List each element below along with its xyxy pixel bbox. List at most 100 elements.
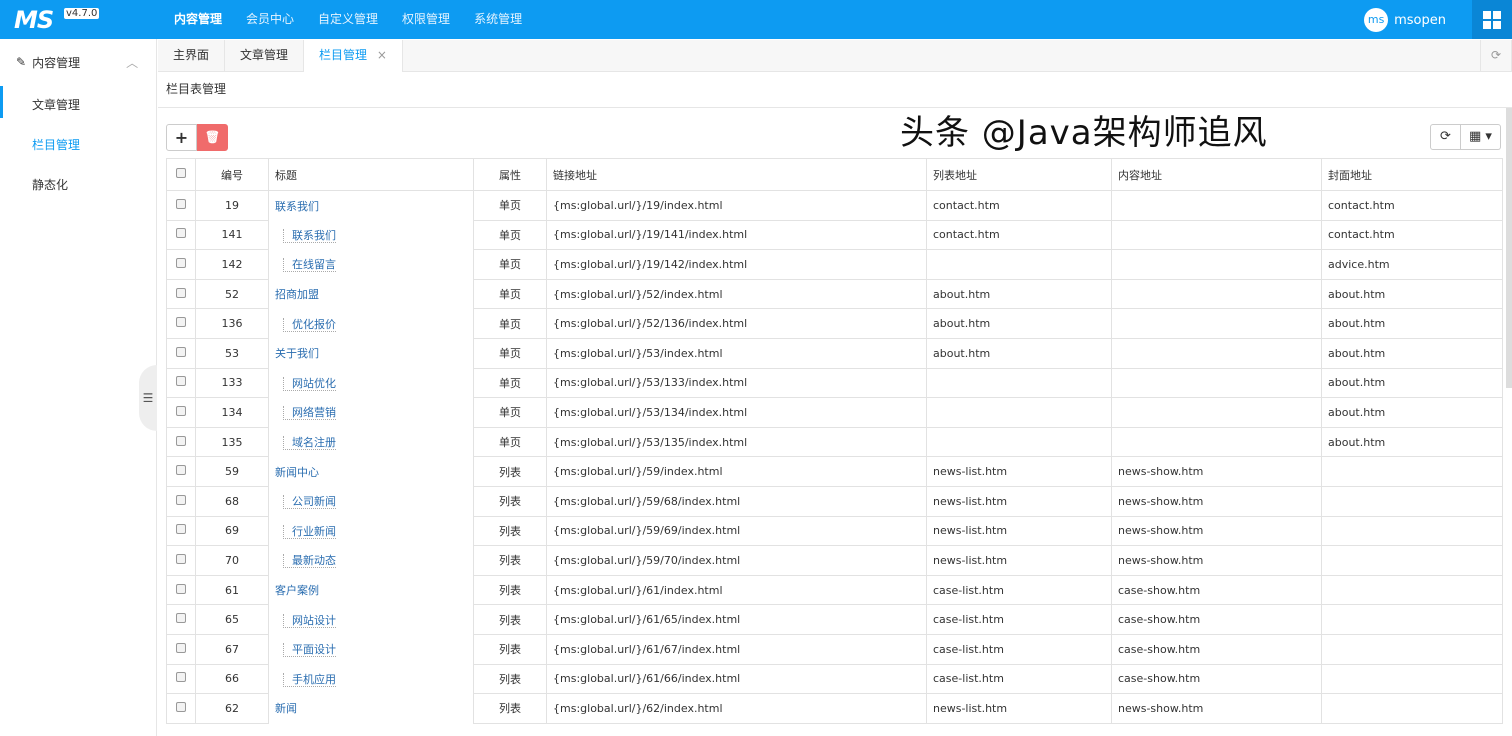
row-checkbox[interactable] [166,604,196,635]
sidebar-item-static[interactable]: 静态化 [32,178,69,192]
col-type[interactable]: 属性 [473,158,547,191]
cell-content: news-show.htm [1111,515,1322,547]
title-link[interactable]: 最新动态 [283,554,336,569]
refresh-button[interactable]: ⟳ [1430,124,1461,150]
row-checkbox[interactable] [166,219,196,251]
tab-articles[interactable]: 文章管理 [225,40,305,71]
row-checkbox[interactable] [166,367,196,399]
table-row[interactable]: 141 联系我们 单页 {ms:global.url/}/19/141/inde… [166,219,1503,251]
select-all-checkbox[interactable] [166,158,196,191]
table-row[interactable]: 52 招商加盟 单页 {ms:global.url/}/52/index.htm… [166,278,1503,310]
tab-columns[interactable]: 栏目管理 × [304,40,403,72]
sidebar-item-articles[interactable]: 文章管理 [32,98,81,112]
table-row[interactable]: 133 网站优化 单页 {ms:global.url/}/53/133/inde… [166,367,1503,399]
title-link[interactable]: 招商加盟 [275,288,319,302]
table-row[interactable]: 142 在线留言 单页 {ms:global.url/}/19/142/inde… [166,249,1503,280]
table-row[interactable]: 67 平面设计 列表 {ms:global.url/}/61/67/index.… [166,633,1503,665]
nav-custom[interactable]: 自定义管理 [318,12,379,26]
table-row[interactable]: 135 域名注册 单页 {ms:global.url/}/53/135/inde… [166,426,1503,458]
refresh-tab-button[interactable]: ⟳ [1480,40,1512,71]
cell-list: about.htm [926,337,1112,369]
cell-content: case-show.htm [1111,633,1322,665]
table-row[interactable]: 136 优化报价 单页 {ms:global.url/}/52/136/inde… [166,308,1503,339]
table-row[interactable]: 69 行业新闻 列表 {ms:global.url/}/59/69/index.… [166,515,1503,547]
table-row[interactable]: 68 公司新闻 列表 {ms:global.url/}/59/68/index.… [166,485,1503,517]
cell-title: 网络营销 [268,397,474,428]
cell-title: 新闻中心 [268,456,474,487]
avatar: ms [1364,8,1389,32]
row-checkbox[interactable] [166,337,196,369]
title-link[interactable]: 行业新闻 [283,524,336,539]
table-row[interactable]: 66 手机应用 列表 {ms:global.url/}/61/66/index.… [166,663,1503,695]
table-row[interactable]: 19 联系我们 单页 {ms:global.url/}/19/index.htm… [166,190,1503,221]
row-checkbox[interactable] [166,308,196,339]
col-cover[interactable]: 封面地址 [1321,158,1503,191]
row-checkbox[interactable] [166,663,196,695]
col-list[interactable]: 列表地址 [926,158,1112,191]
row-checkbox[interactable] [166,633,196,665]
title-link[interactable]: 联系我们 [275,199,319,213]
row-checkbox[interactable] [166,574,196,606]
nav-system[interactable]: 系统管理 [474,12,523,26]
nav-members[interactable]: 会员中心 [246,12,295,26]
nav-permissions[interactable]: 权限管理 [402,12,451,26]
sidebar-item-columns[interactable]: 栏目管理 [32,138,81,152]
col-title[interactable]: 标题 [268,158,474,191]
sidebar-group-label: 内容管理 [32,55,81,70]
cell-title: 优化报价 [268,308,474,339]
table-row[interactable]: 59 新闻中心 列表 {ms:global.url/}/59/index.htm… [166,456,1503,487]
add-button[interactable]: + [166,124,197,151]
sidebar-group-content[interactable]: ✎ 内容管理 ︿ [0,39,156,85]
cell-content: news-show.htm [1111,485,1322,517]
nav-content[interactable]: 内容管理 [174,12,223,26]
user-menu[interactable]: ms msopen [1364,8,1446,32]
cell-id: 133 [195,367,269,399]
cell-type: 单页 [473,249,547,280]
row-checkbox[interactable] [166,693,196,724]
title-link[interactable]: 关于我们 [275,347,319,361]
title-link[interactable]: 新闻 [275,702,297,716]
table-row[interactable]: 53 关于我们 单页 {ms:global.url/}/53/index.htm… [166,337,1503,369]
scrollbar[interactable] [1506,108,1512,388]
columns-toggle-button[interactable]: ▦ ▾ [1461,124,1501,150]
cell-cover [1321,633,1503,665]
apps-grid-button[interactable] [1472,0,1512,39]
row-checkbox[interactable] [166,485,196,517]
row-checkbox[interactable] [166,249,196,280]
title-link[interactable]: 联系我们 [283,228,336,243]
table-row[interactable]: 134 网络营销 单页 {ms:global.url/}/53/134/inde… [166,397,1503,428]
close-icon[interactable]: × [376,48,387,62]
title-link[interactable]: 新闻中心 [275,465,319,479]
row-checkbox[interactable] [166,190,196,221]
col-link[interactable]: 链接地址 [546,158,927,191]
title-link[interactable]: 网站设计 [283,613,336,628]
row-checkbox[interactable] [166,515,196,547]
delete-button[interactable]: 🗑 [197,124,228,151]
row-checkbox[interactable] [166,545,196,576]
title-link[interactable]: 域名注册 [283,436,336,451]
table-row[interactable]: 70 最新动态 列表 {ms:global.url/}/59/70/index.… [166,545,1503,576]
title-link[interactable]: 网络营销 [283,406,336,421]
cell-title: 网站优化 [268,368,474,398]
row-checkbox[interactable] [166,426,196,458]
row-checkbox[interactable] [166,278,196,310]
title-link[interactable]: 公司新闻 [283,495,336,510]
row-checkbox[interactable] [166,456,196,487]
row-checkbox[interactable] [166,397,196,428]
table-row[interactable]: 61 客户案例 列表 {ms:global.url/}/61/index.htm… [166,574,1503,606]
title-link[interactable]: 客户案例 [275,584,319,598]
title-link[interactable]: 平面设计 [283,643,336,658]
col-content[interactable]: 内容地址 [1111,158,1322,191]
cell-content: case-show.htm [1111,574,1322,606]
tab-home[interactable]: 主界面 [158,40,226,71]
table-row[interactable]: 62 新闻 列表 {ms:global.url/}/62/index.html … [166,693,1503,724]
col-id[interactable]: 编号 [195,158,269,191]
title-link[interactable]: 手机应用 [283,672,336,687]
title-link[interactable]: 在线留言 [283,258,336,273]
collapse-sidebar-button[interactable]: ☰ [139,365,157,431]
table-row[interactable]: 65 网站设计 列表 {ms:global.url/}/61/65/index.… [166,604,1503,635]
table-tools: ⟳ ▦ ▾ [1430,124,1501,150]
title-link[interactable]: 网站优化 [283,376,336,391]
cell-type: 列表 [473,574,547,606]
title-link[interactable]: 优化报价 [283,317,336,332]
